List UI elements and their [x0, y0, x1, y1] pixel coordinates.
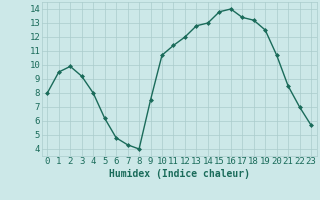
X-axis label: Humidex (Indice chaleur): Humidex (Indice chaleur) — [109, 169, 250, 179]
